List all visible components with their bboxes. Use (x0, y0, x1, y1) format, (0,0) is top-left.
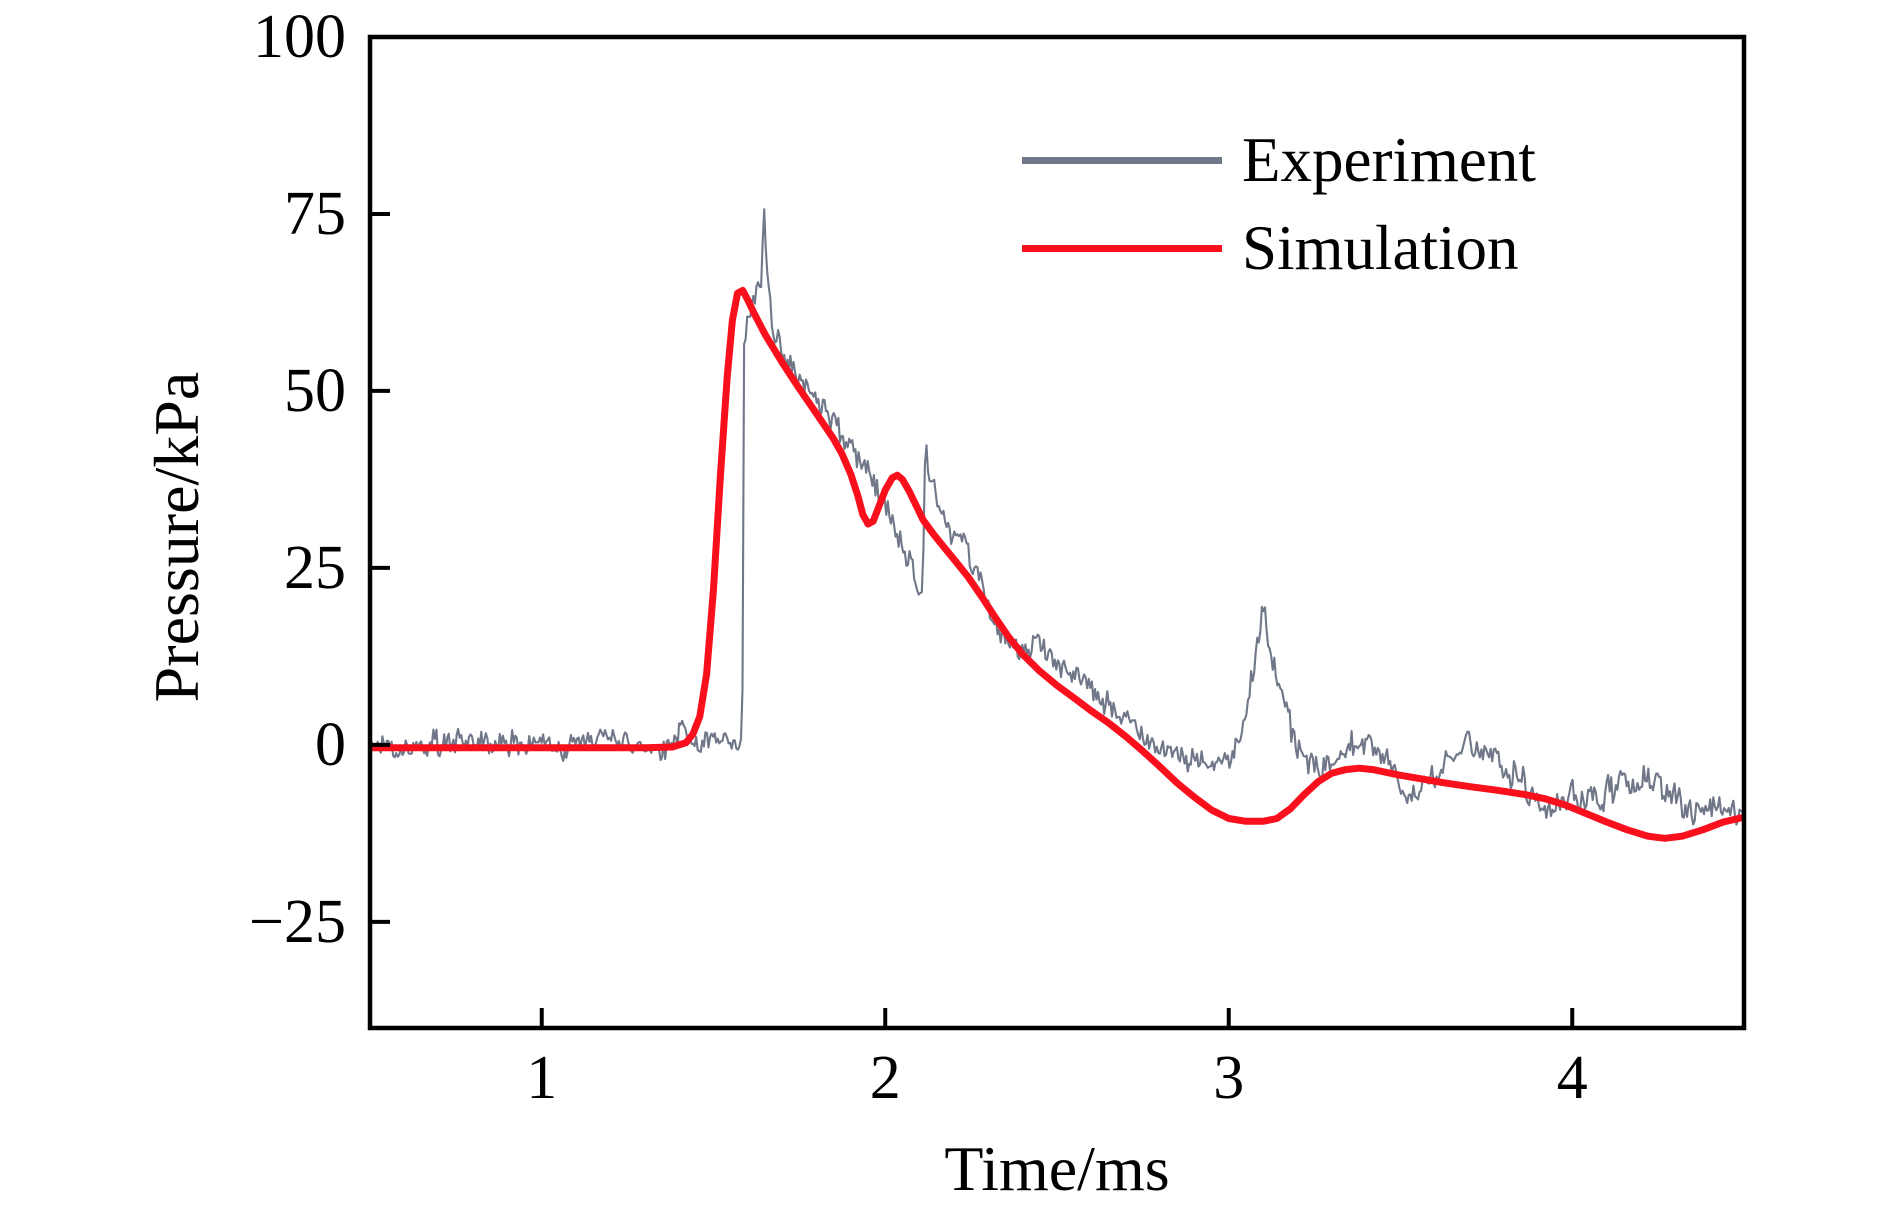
y-tick-label: 75 (284, 180, 346, 248)
x-tick-label: 3 (1213, 1044, 1244, 1112)
y-tick-label: 25 (284, 534, 346, 602)
legend: Experiment Simulation (1022, 116, 1536, 292)
simulation-curve (370, 286, 1744, 842)
x-tick-label: 1 (526, 1044, 557, 1112)
legend-label-experiment: Experiment (1242, 124, 1536, 195)
experiment-line-swatch (1022, 156, 1222, 164)
y-tick-label: 0 (315, 711, 346, 779)
x-tick-label: 2 (870, 1044, 901, 1112)
y-tick-label: 50 (284, 357, 346, 425)
y-tick-label: 100 (253, 3, 346, 71)
y-axis-title: Pressure/kPa (141, 371, 212, 703)
legend-item-simulation: Simulation (1022, 204, 1536, 292)
x-axis-title: Time/ms (944, 1133, 1170, 1204)
x-tick-label: 4 (1557, 1044, 1588, 1112)
experiment-curve (370, 208, 1744, 826)
axes-frame (367, 34, 1747, 1031)
y-tick-label: −25 (249, 888, 346, 956)
legend-label-simulation: Simulation (1242, 212, 1519, 283)
legend-item-experiment: Experiment (1022, 116, 1536, 204)
simulation-line-swatch (1022, 244, 1222, 252)
